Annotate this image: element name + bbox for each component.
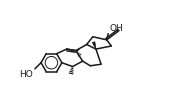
Text: OH: OH	[109, 24, 123, 33]
Polygon shape	[92, 42, 96, 49]
Text: HO: HO	[20, 70, 33, 79]
